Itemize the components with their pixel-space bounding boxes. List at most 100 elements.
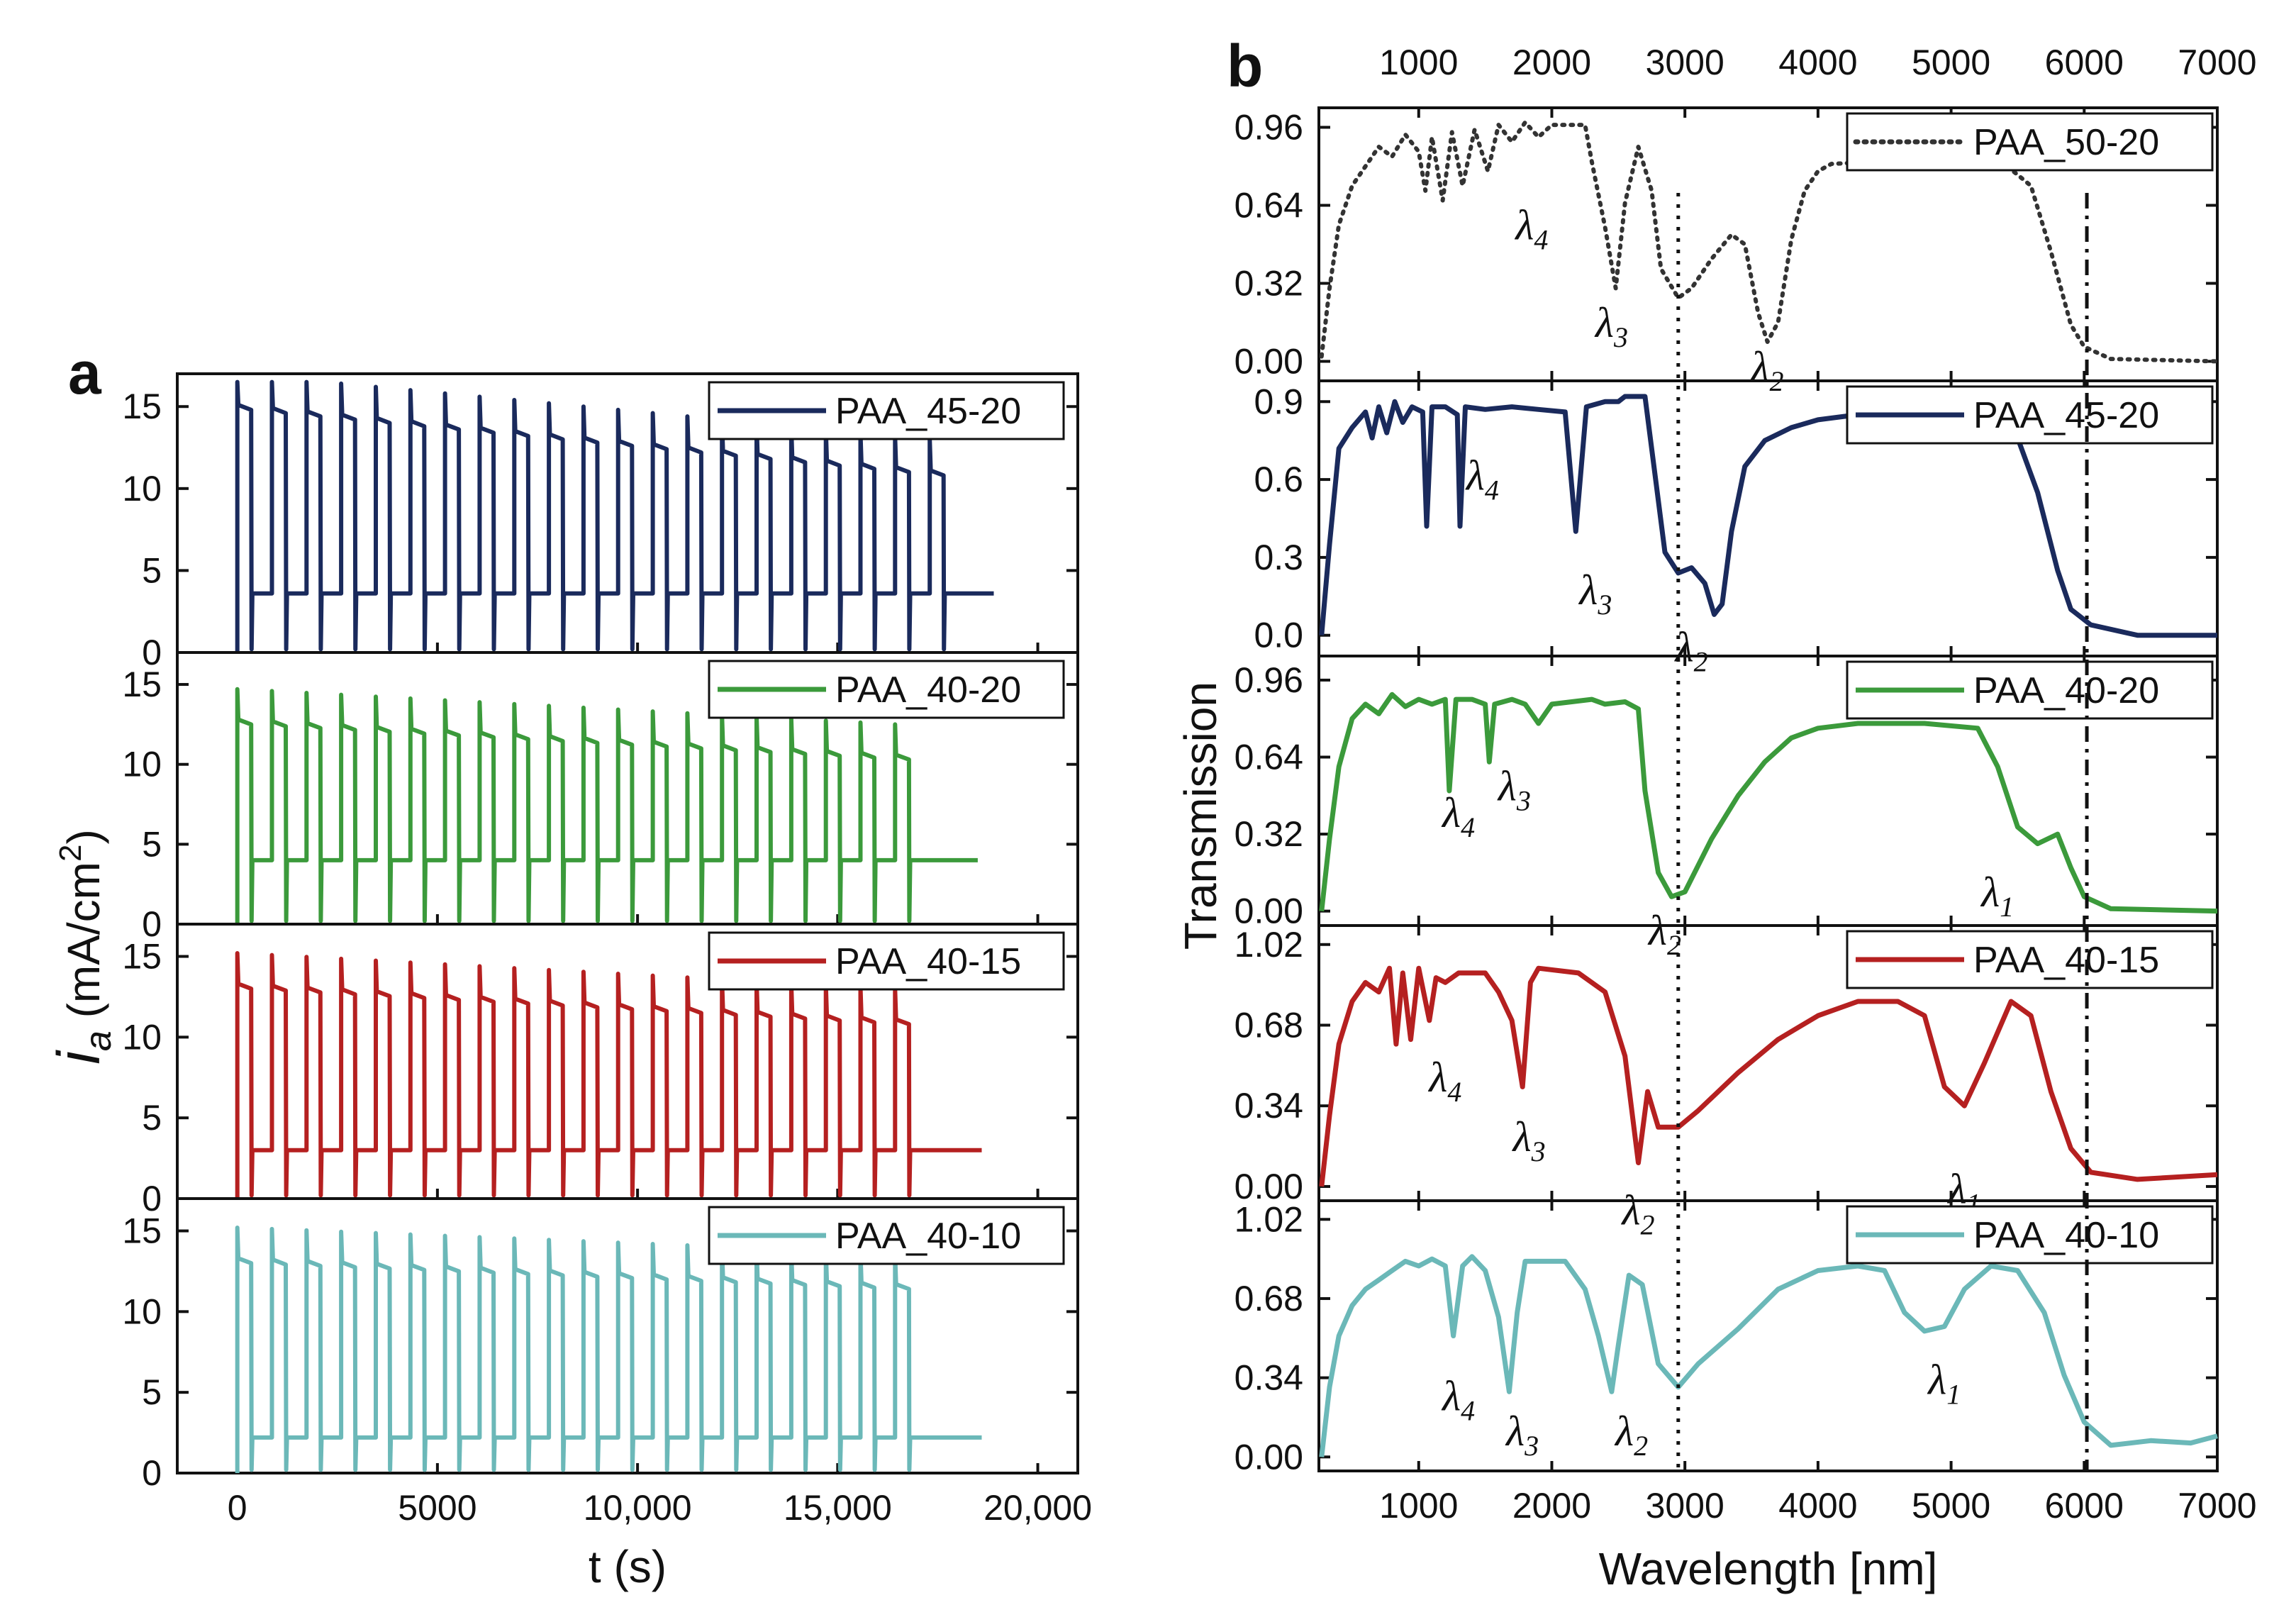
lambda-3-annotation: λ3	[1512, 1113, 1546, 1167]
lambda-1-annotation: λ1	[1927, 1357, 1961, 1411]
lambda-2-annotation: λ2	[1750, 343, 1784, 397]
y-tick-label: 0.64	[1235, 186, 1303, 226]
panel-b-subplot-paa-50-20: 0.00 0.32 0.64 0.96 PAA_50-20 λ4 λ3 λ2	[1235, 106, 2219, 397]
top-x-tick-label: 1000	[1379, 43, 1458, 82]
y-tick-label: 0.34	[1235, 1086, 1303, 1126]
legend-label: PAA_45-20	[835, 391, 1021, 432]
lambda-2-annotation: λ2	[1674, 623, 1708, 677]
legend-label: PAA_40-10	[835, 1216, 1021, 1257]
panel-b-frame	[1317, 1199, 2219, 1472]
y-tick-label: 0.96	[1235, 108, 1303, 148]
y-tick-label: 0.00	[1235, 1167, 1303, 1206]
x-tick-label: 10,000	[584, 1488, 692, 1528]
x-tick-label: 20,000	[983, 1488, 1092, 1528]
lambda-3-annotation: λ3	[1594, 299, 1628, 353]
y-tick-label: 0	[142, 1453, 162, 1493]
y-tick-label: 0.00	[1235, 891, 1303, 931]
legend-label: PAA_50-20	[1973, 122, 2159, 163]
series-line-paa-40-20	[1319, 691, 2218, 914]
y-tick-label: 1.02	[1235, 1199, 1303, 1239]
y-tick-label: 0.6	[1254, 460, 1303, 499]
y-tick-label: 10	[122, 745, 162, 784]
top-x-tick-label: 6000	[2045, 43, 2124, 82]
y-tick-label: 0.64	[1235, 738, 1303, 777]
y-tick-label: 0	[142, 633, 162, 672]
x-axis-title: t (s)	[589, 1541, 667, 1592]
panel-a-subplot-paa-40-10: 0 5 10 15 PAA_40-10	[122, 1197, 1079, 1493]
lambda-2-annotation: λ2	[1647, 907, 1681, 961]
panel-a-subplot-paa-40-15: 0 5 10 15 PAA_40-15	[122, 923, 1079, 1218]
lambda-4-annotation: λ4	[1514, 202, 1548, 256]
x-tick-label: 4000	[1778, 1486, 1857, 1526]
y-tick-label: 0.96	[1235, 660, 1303, 700]
y-tick-label: 0	[142, 1179, 162, 1218]
y-tick-label: 15	[122, 387, 162, 426]
y-tick-label: 0.68	[1235, 1279, 1303, 1318]
y-tick-label: 0.34	[1235, 1358, 1303, 1398]
y-tick-label: 0.32	[1235, 814, 1303, 854]
series-line-paa-40-20	[235, 687, 978, 924]
panel-a-subplot-paa-45-20: 0 5 10 15 PAA_45-20	[122, 372, 1079, 672]
series-line-paa-40-10	[235, 1226, 982, 1473]
series-line-paa-45-20	[235, 379, 994, 652]
panel-a-frame	[176, 1197, 1079, 1474]
y-tick-label: 0.0	[1254, 616, 1303, 655]
top-x-tick-label: 4000	[1778, 43, 1857, 82]
top-x-tick-label: 3000	[1646, 43, 1724, 82]
y-tick-label: 0.3	[1254, 538, 1303, 577]
lambda-4-annotation: λ4	[1441, 789, 1475, 843]
y-tick-label: 5	[142, 1098, 162, 1138]
top-x-tick-label: 2000	[1512, 43, 1591, 82]
y-tick-label: 15	[122, 665, 162, 704]
legend-label: PAA_45-20	[1973, 395, 2159, 436]
y-tick-label: 0.00	[1235, 1437, 1303, 1477]
y-tick-label: 5	[142, 1372, 162, 1412]
x-tick-label: 3000	[1646, 1486, 1724, 1526]
top-x-tick-label: 7000	[2178, 43, 2256, 82]
lambda-3-annotation: λ3	[1497, 763, 1531, 817]
legend-label: PAA_40-15	[835, 941, 1021, 982]
lambda-4-annotation: λ4	[1465, 452, 1499, 506]
lambda-4-annotation: λ4	[1441, 1373, 1475, 1427]
lambda-3-annotation: λ3	[1505, 1408, 1539, 1462]
y-tick-label: 10	[122, 1292, 162, 1331]
panel-a-label: a	[68, 340, 102, 406]
panel-a-subplot-paa-40-20: 0 5 10 15 PAA_40-20	[122, 651, 1079, 944]
panel-b-subplot-paa-40-10: 0.00 0.34 0.68 1.02 PAA_40-10 λ4 λ3 λ2 λ1	[1235, 1199, 2219, 1477]
lambda-2-annotation: λ2	[1620, 1187, 1654, 1240]
y-tick-label: 5	[142, 824, 162, 864]
x-tick-label: 5000	[398, 1488, 477, 1528]
x-tick-label: 1000	[1379, 1486, 1458, 1526]
legend-label: PAA_40-20	[835, 670, 1021, 711]
y-tick-label: 1.02	[1235, 925, 1303, 965]
lambda-3-annotation: λ3	[1578, 567, 1612, 621]
x-tick-label: 5000	[1912, 1486, 1990, 1526]
y-tick-label: 15	[122, 937, 162, 977]
panel-b-chart: 1000 2000 3000 4000 5000 6000 70000.000.320.64…	[1175, 43, 2257, 1594]
series-line-paa-40-15	[235, 951, 982, 1199]
x-axis-title: Wavelength [nm]	[1599, 1543, 1938, 1594]
series-line-paa-40-10	[1319, 1254, 2218, 1457]
legend-box	[708, 660, 1065, 719]
panel-b-label: b	[1227, 33, 1263, 99]
x-tick-label: 6000	[2045, 1486, 2124, 1526]
y-tick-label: 15	[122, 1211, 162, 1251]
x-tick-label: 2000	[1512, 1486, 1591, 1526]
y-tick-label: 10	[122, 1017, 162, 1057]
y-tick-label: 0.00	[1235, 342, 1303, 382]
legend-label: PAA_40-15	[1973, 940, 2159, 981]
legend-label: PAA_40-20	[1973, 670, 2159, 711]
lambda-1-annotation: λ1	[1980, 869, 2014, 923]
legend-label: PAA_40-10	[1973, 1215, 2159, 1256]
top-x-tick-label: 5000	[1912, 43, 1990, 82]
y-tick-label: 0.9	[1254, 382, 1303, 421]
x-tick-label: 7000	[2178, 1486, 2256, 1526]
lambda-4-annotation: λ4	[1427, 1054, 1461, 1108]
series-line-paa-40-15	[1319, 965, 2218, 1187]
y-tick-label: 10	[122, 469, 162, 509]
y-axis-title: Transmission	[1175, 682, 1226, 950]
x-tick-label: 0	[228, 1488, 247, 1528]
y-tick-label: 0	[142, 904, 162, 944]
